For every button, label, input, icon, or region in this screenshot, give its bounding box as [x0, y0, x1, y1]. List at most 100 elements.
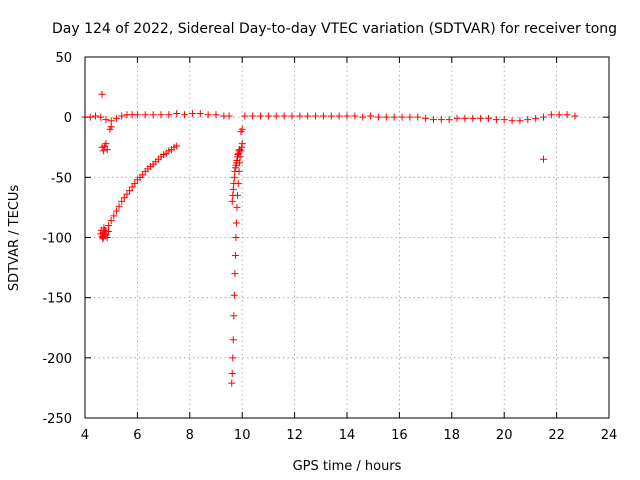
data-point — [91, 112, 99, 120]
data-point — [516, 117, 524, 125]
data-point — [532, 114, 540, 122]
y-axis-label: SDTVAR / TECUs — [7, 185, 22, 292]
data-point — [128, 183, 136, 191]
data-point — [555, 111, 563, 119]
data-point — [445, 116, 453, 124]
x-axis-label: GPS time / hours — [293, 459, 402, 474]
data-point — [382, 113, 390, 121]
data-point — [484, 114, 492, 122]
data-point — [374, 113, 382, 121]
data-point — [120, 194, 128, 202]
data-point — [327, 112, 335, 120]
data-point — [477, 114, 485, 122]
data-point — [437, 116, 445, 124]
data-point — [112, 207, 120, 215]
series-points — [99, 142, 181, 241]
data-point — [238, 140, 246, 148]
data-point — [149, 111, 157, 119]
x-tick-label: 22 — [548, 428, 565, 443]
data-point — [230, 173, 238, 181]
data-point — [229, 354, 237, 362]
data-point — [105, 221, 113, 229]
x-tick-label: 10 — [234, 428, 251, 443]
y-tick-label: 50 — [55, 51, 72, 66]
data-point — [157, 111, 165, 119]
data-point — [234, 150, 242, 158]
data-point — [229, 185, 237, 193]
grid-lines — [85, 57, 609, 418]
data-point — [406, 113, 414, 121]
data-point — [103, 234, 111, 241]
series-points — [81, 110, 579, 125]
data-point — [133, 111, 141, 119]
x-tick-label: 8 — [186, 428, 194, 443]
data-point — [228, 379, 236, 387]
data-point — [232, 219, 240, 227]
data-point — [469, 114, 477, 122]
plot-frame — [84, 56, 610, 419]
data-point — [492, 116, 500, 124]
data-point — [118, 112, 126, 120]
y-tick-label: 0 — [64, 111, 72, 126]
data-point — [101, 226, 109, 234]
y-tick-label: -100 — [42, 232, 72, 247]
y-tick-label: -150 — [42, 292, 72, 307]
data-point — [165, 111, 173, 119]
data-point — [540, 155, 547, 163]
data-point — [105, 227, 113, 235]
data-point — [241, 112, 249, 120]
data-point — [453, 114, 461, 122]
data-point — [390, 113, 398, 121]
data-point — [249, 112, 257, 120]
data-point — [99, 235, 107, 243]
data-point — [367, 112, 375, 120]
data-point — [118, 197, 126, 205]
data-point — [131, 179, 139, 187]
x-tick-label: 24 — [601, 428, 618, 443]
data-point — [288, 112, 296, 120]
data-point — [112, 114, 120, 122]
data-point — [181, 111, 189, 119]
data-point — [335, 112, 343, 120]
data-point — [296, 112, 304, 120]
data-point — [123, 190, 131, 198]
data-point — [312, 112, 320, 120]
data-point — [359, 113, 367, 121]
axis-ticks — [84, 56, 610, 419]
data-point — [524, 116, 532, 124]
data-point — [264, 112, 272, 120]
data-point — [231, 270, 239, 278]
data-point — [204, 111, 212, 119]
x-tick-label: 12 — [286, 428, 303, 443]
data-point — [540, 113, 547, 121]
data-point — [351, 112, 359, 120]
data-point — [236, 146, 244, 154]
data-point — [233, 203, 241, 211]
x-tick-label: 4 — [81, 428, 89, 443]
data-point — [429, 116, 437, 124]
x-tick-label: 6 — [133, 428, 141, 443]
data-point — [230, 179, 238, 187]
data-point — [230, 291, 238, 299]
data-point — [102, 116, 110, 124]
x-tick-label: 16 — [391, 428, 408, 443]
x-tick-label: 18 — [444, 428, 461, 443]
data-point — [103, 146, 111, 154]
data-point — [563, 111, 571, 119]
data-point — [188, 110, 196, 118]
series-points — [98, 90, 547, 163]
y-tick-label: -250 — [42, 412, 72, 427]
data-point — [229, 336, 237, 344]
data-point — [212, 111, 220, 119]
data-points — [81, 90, 579, 387]
data-point — [139, 171, 147, 179]
data-point — [280, 112, 288, 120]
data-point — [126, 187, 134, 195]
data-point — [97, 113, 105, 121]
series-points — [97, 123, 115, 243]
data-point — [229, 191, 237, 199]
data-point — [107, 117, 115, 125]
y-tick-label: -50 — [51, 171, 72, 186]
x-tick-label: 14 — [339, 428, 356, 443]
